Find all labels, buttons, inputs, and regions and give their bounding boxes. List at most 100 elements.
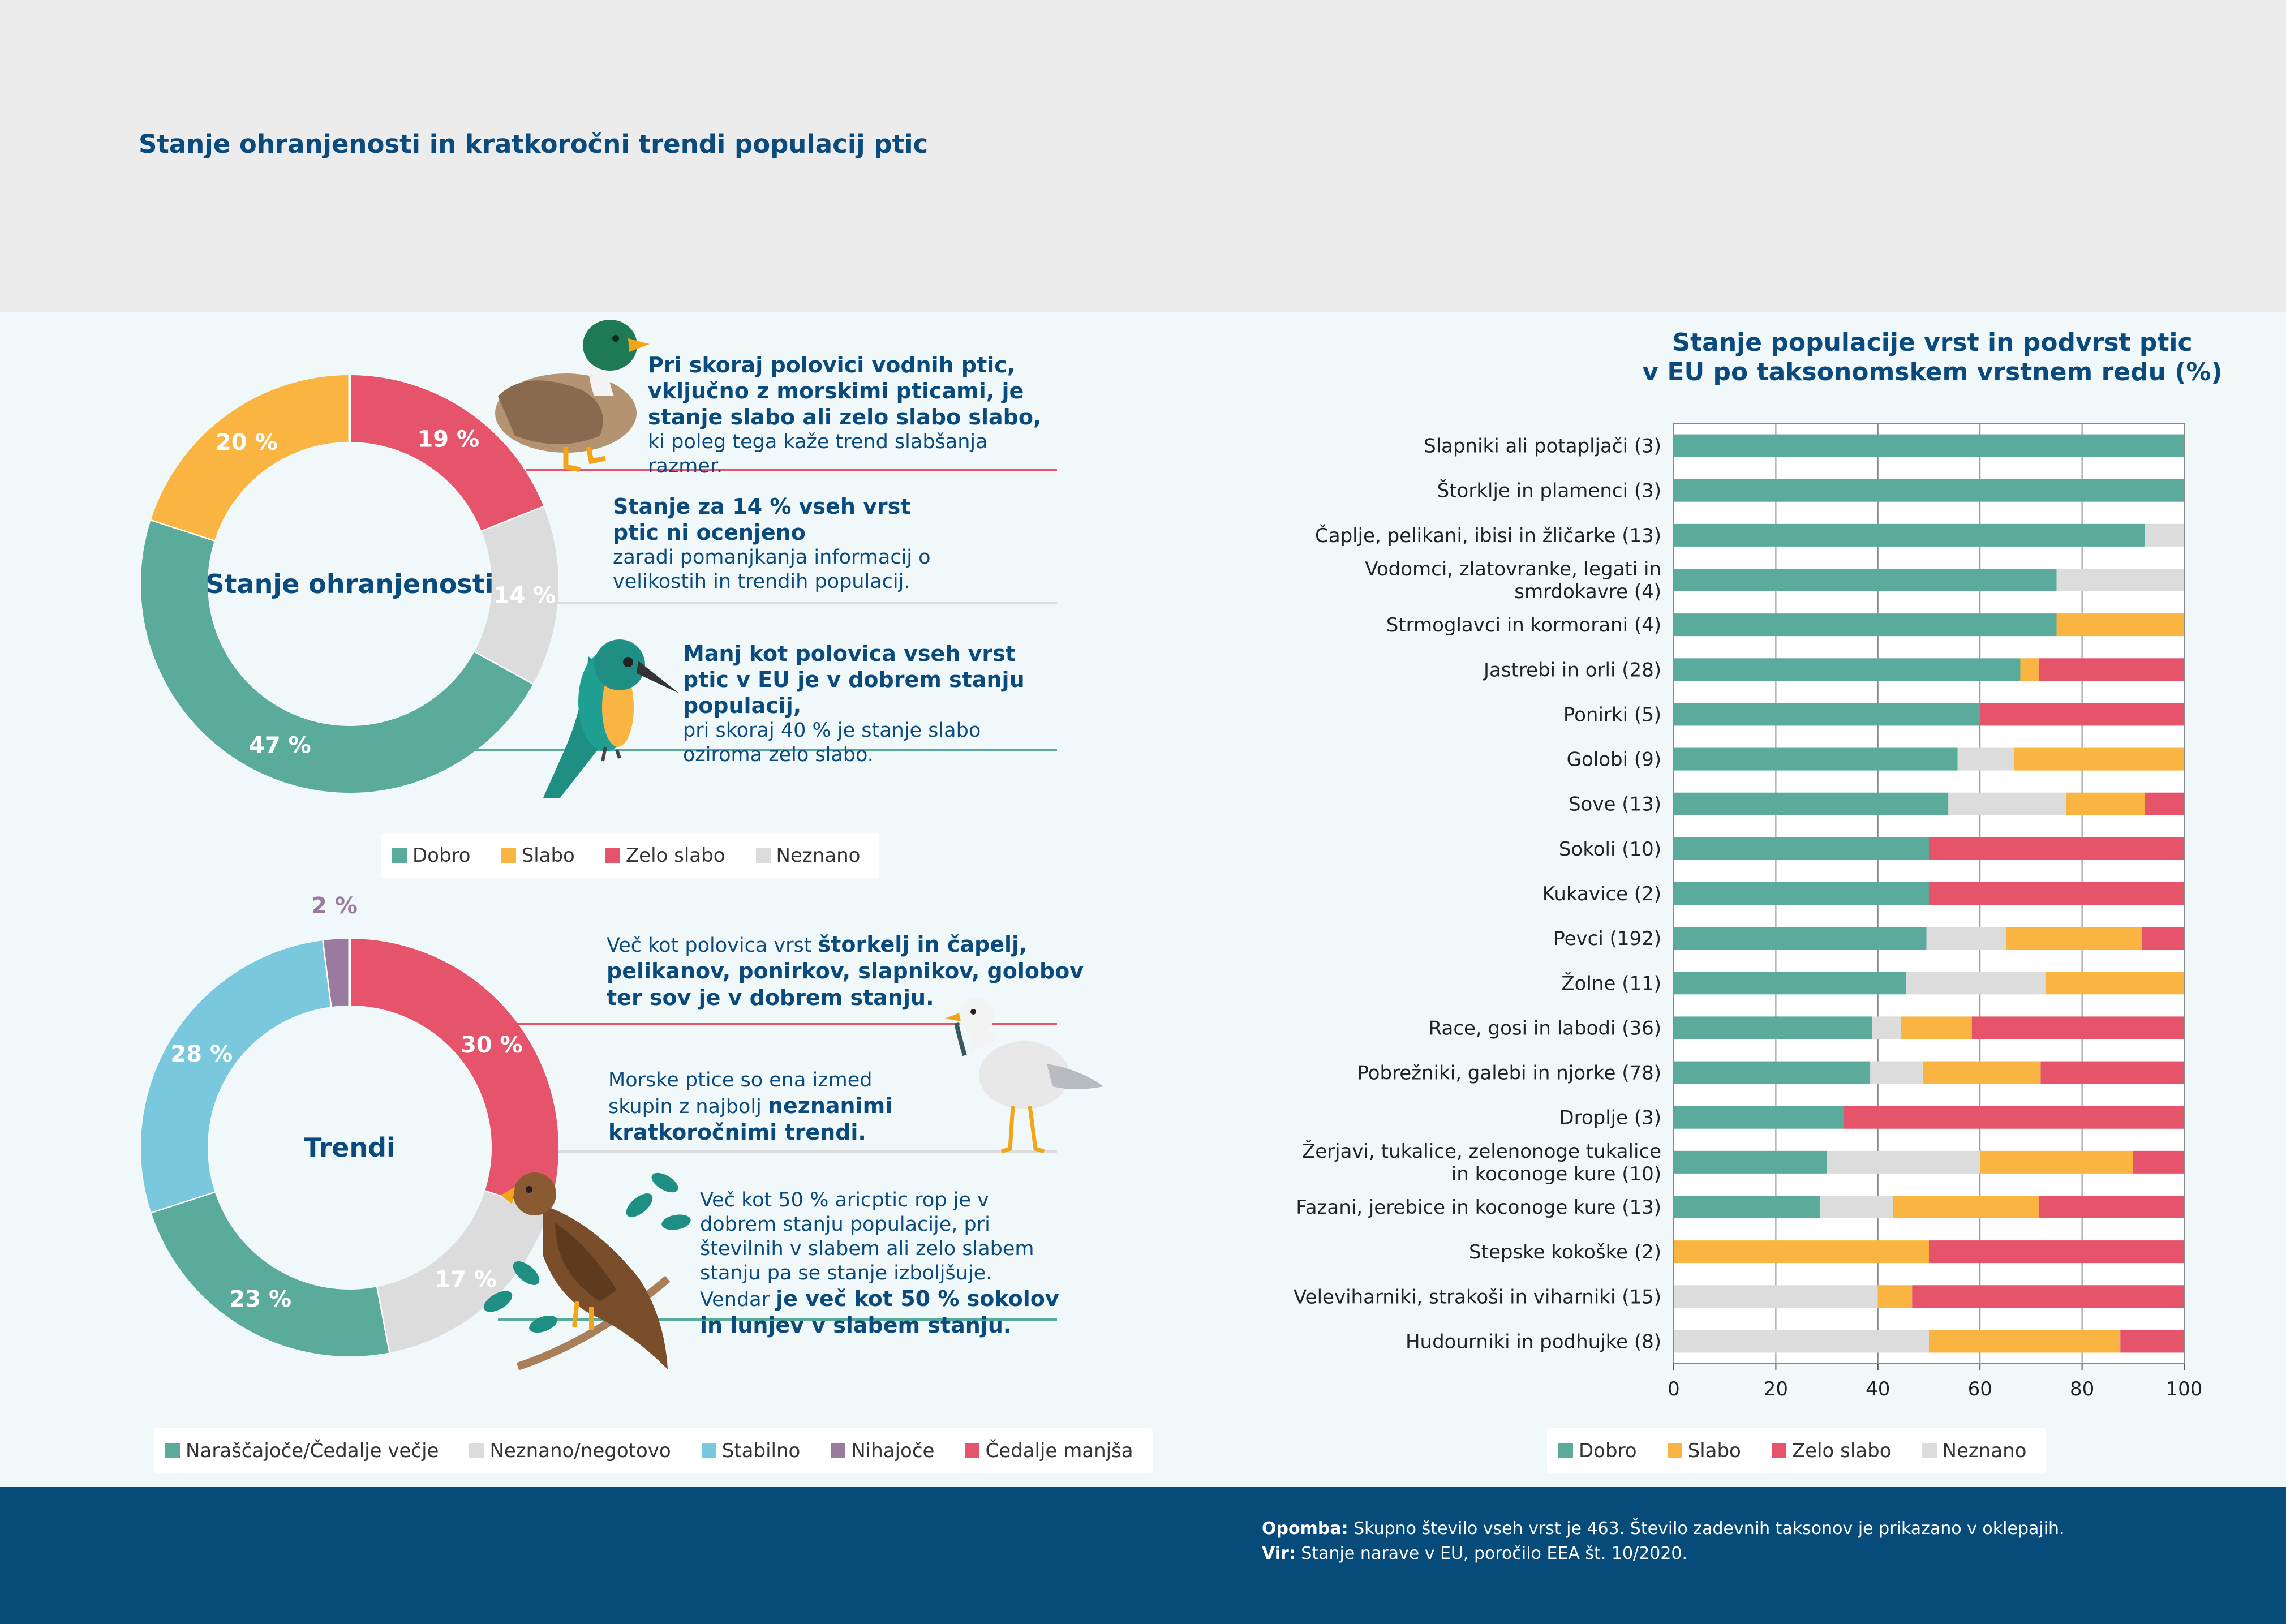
eagle-icon <box>483 1172 691 1370</box>
legend-label: Dobro <box>412 844 471 867</box>
bar-segment-dobro <box>1674 1196 1820 1218</box>
legend-swatch <box>605 848 620 863</box>
footer-note: Opomba: Skupno število vseh vrst je 463.… <box>1262 1516 2065 1566</box>
bar-segment-neznano <box>1819 1196 1893 1218</box>
legend-swatch <box>755 848 771 863</box>
bar-segment-zelo-slabo <box>2142 927 2184 950</box>
bar-segment-neznano <box>1674 1285 1878 1308</box>
header-band <box>0 0 2286 312</box>
bar-segment-dobro <box>1674 1061 1871 1084</box>
donut-slice-narascajoce-cedalje-vecje <box>151 1191 389 1356</box>
donut-label-dobro: 47 % <box>249 733 311 759</box>
source-text: Stanje narave v EU, poročilo EEA št. 10/… <box>1295 1544 1688 1563</box>
category-label: Hudourniki in podhujke (8) <box>1406 1330 1661 1353</box>
legend-swatch <box>1771 1443 1786 1458</box>
donut-slice-zelo-slabo <box>349 375 544 532</box>
legend-swatch <box>165 1443 180 1458</box>
legend-swatch <box>831 1443 846 1458</box>
source-label: Vir: <box>1262 1544 1296 1563</box>
category-label: Veleviharniki, strakoši in viharniki (15… <box>1294 1286 1661 1308</box>
bar-segment-zelo-slabo <box>1929 882 2184 905</box>
x-tick-label: 100 <box>2166 1378 2203 1400</box>
legend-label: Stabilno <box>721 1440 801 1462</box>
legend-item-neznano-negotovo: Neznano/negotovo <box>469 1440 671 1462</box>
category-label: Race, gosi in labodi (36) <box>1429 1017 1661 1039</box>
category-label: Čaplje, pelikani, ibisi in žličarke (13) <box>1315 524 1661 547</box>
bar-segment-zelo-slabo <box>2040 1061 2184 1084</box>
bar-segment-neznano <box>1957 747 2014 771</box>
category-label: Pevci (192) <box>1553 927 1661 950</box>
donut-label-narascajoce-cedalje-vecje: 23 % <box>229 1286 291 1312</box>
category-label: Kukavice (2) <box>1542 883 1661 905</box>
legend-item-zelo-slabo: Zelo slabo <box>605 844 725 867</box>
legend-label: Neznano <box>776 844 861 867</box>
bar-segment-dobro <box>1674 1150 1827 1174</box>
donut-slice-stabilno <box>141 940 333 1212</box>
category-label: Sokoli (10) <box>1559 838 1661 861</box>
callout-water-birds-text: ki poleg tega kaže trend slabšanja razme… <box>648 431 988 478</box>
donut-slice-neznano-negotovo <box>375 1191 548 1353</box>
bar-segment-slabo <box>1901 1016 1972 1039</box>
bar-chart-title: Stanje populacije vrst in podvrst ptic v… <box>1613 328 2252 387</box>
callout-seabirds-bold: neznanimi kratkoročnimi trendi. <box>608 1093 893 1145</box>
legend-item-stabilno: Stabilno <box>701 1440 801 1462</box>
bar-segment-dobro <box>1674 927 1927 950</box>
bar-segment-dobro <box>1674 972 1906 995</box>
note-label: Opomba: <box>1262 1519 1348 1539</box>
callout-storks: Več kot polovica vrst štorkelj in čapelj… <box>607 931 1105 1011</box>
callout-good-status-bold: Manj kot polovica vseh vrst ptic v EU je… <box>683 641 1025 718</box>
legend-swatch <box>392 848 407 863</box>
legend-item-dobro: Dobro <box>1558 1440 1637 1462</box>
legend-swatch <box>1558 1443 1573 1458</box>
bar-segment-dobro <box>1674 1106 1844 1129</box>
kingfisher-icon <box>543 639 679 798</box>
legend-label: Dobro <box>1579 1440 1637 1462</box>
callout-raptors-bold: je več kot 50 % sokolov in lunjev v slab… <box>700 1286 1059 1338</box>
legend-item-slabo: Slabo <box>501 844 575 867</box>
bar-segment-neznano <box>2056 569 2184 591</box>
x-tick-label: 0 <box>1668 1378 1680 1400</box>
bar-segment-zelo-slabo <box>2038 658 2184 681</box>
bar-segment-zelo-slabo <box>2120 1330 2184 1353</box>
bar-segment-slabo <box>1892 1196 2039 1218</box>
bar-segment-neznano <box>1948 792 2066 815</box>
legend-label: Slabo <box>1687 1440 1741 1462</box>
legend-item-zelo-slabo: Zelo slabo <box>1771 1440 1892 1462</box>
bar-segment-slabo <box>1923 1061 2041 1084</box>
callout-unassessed: Stanje za 14 % vseh vrst ptic ni ocenjen… <box>613 493 952 594</box>
x-tick-label: 20 <box>1764 1378 1788 1400</box>
callout-storks-text: Več kot polovica vrst <box>607 934 818 957</box>
callout-seabirds: Morske ptice so ena izmed skupin z najbo… <box>608 1068 925 1146</box>
category-label: Vodomci, zlatovranke, legati in smrdokavr… <box>1365 558 1661 603</box>
note-text: Skupno število vseh vrst je 463. Število… <box>1348 1519 2065 1539</box>
bar-segment-slabo <box>1877 1285 1913 1308</box>
bar-chart-title-line2: v EU po taksonomskem vrstnem redu (%) <box>1642 358 2223 386</box>
bar-segment-slabo <box>2056 613 2184 637</box>
bar-segment-zelo-slabo <box>1980 703 2184 726</box>
bar-segment-dobro <box>1674 703 1980 726</box>
donut-slice-nihajoce <box>323 938 350 1007</box>
legend-swatch <box>469 1443 484 1458</box>
legend-swatch <box>965 1443 980 1458</box>
bar-segment-neznano <box>1827 1150 1980 1174</box>
bar-segment-slabo <box>2066 792 2145 815</box>
x-tick-label: 80 <box>2070 1378 2094 1400</box>
bar-segment-zelo-slabo <box>1971 1016 2184 1039</box>
donut-label-neznano: 14 % <box>494 582 556 608</box>
bar-segment-zelo-slabo <box>2038 1196 2184 1218</box>
category-label: Žolne (11) <box>1561 972 1661 995</box>
donut-label-neznano-negotovo: 17 % <box>435 1267 497 1293</box>
bar-segment-slabo <box>2045 972 2184 995</box>
bar-segment-dobro <box>1674 523 2145 547</box>
category-label: Fazani, jerebice in koconoge kure (13) <box>1296 1196 1661 1219</box>
callout-good-status: Manj kot polovica vseh vrst ptic v EU je… <box>683 641 1056 767</box>
legend-status: Dobro Slabo Zelo slabo Neznano <box>381 833 880 878</box>
bar-segment-zelo-slabo <box>2133 1150 2184 1174</box>
callout-storks-bold: štorkelj in čapelj, pelikanov, ponirkov,… <box>607 932 1084 1010</box>
bar-segment-dobro <box>1674 1016 1872 1039</box>
donut-trends: 30 % 17 % 23 % 28 % 2 % Trendi <box>141 893 558 1356</box>
bar-segment-neznano <box>2145 523 2184 547</box>
category-label: Strmoglavci in kormorani (4) <box>1386 614 1661 637</box>
donut-label-zelo-slabo: 19 % <box>417 427 479 453</box>
